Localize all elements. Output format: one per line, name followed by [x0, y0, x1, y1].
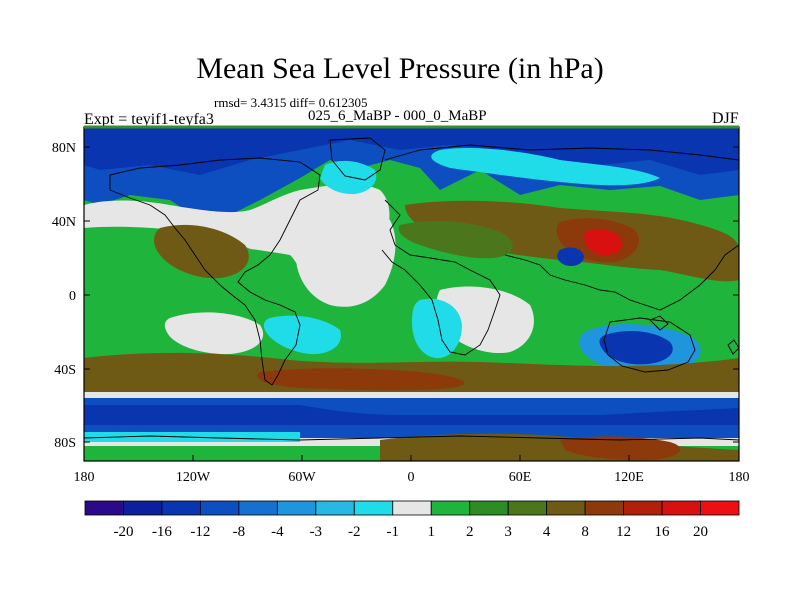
coast-greenland: [329, 137, 386, 181]
colorbar-swatch: [430, 500, 471, 516]
lon-label: 60W: [288, 470, 316, 485]
coastlines: [84, 137, 739, 441]
colorbar-swatch: [276, 500, 317, 516]
field-mediterranean: [398, 220, 513, 259]
coast-eurasia: [381, 144, 739, 356]
colorbar-label: -3: [310, 524, 323, 540]
lon-label: 60E: [509, 470, 532, 485]
colorbar-label: -8: [233, 524, 246, 540]
coast-island-1: [649, 315, 669, 331]
latitude-axis: 80N 40N 0 40S 80S: [52, 141, 739, 451]
lat-label: 0: [69, 289, 76, 304]
colorbar-swatch: [623, 500, 663, 516]
field-india-low: [557, 247, 584, 266]
colorbar-label: -12: [190, 524, 210, 540]
colorbar-swatch: [315, 500, 355, 516]
field-greenland-lightblue: [320, 160, 377, 195]
period-label: 025_6_MaBP - 000_0_MaBP: [308, 108, 487, 124]
field-south-america-neutral: [436, 286, 534, 354]
field-pacific-high: [154, 224, 249, 279]
field-antarctica-core: [560, 436, 681, 461]
colorbar-label: -1: [387, 524, 400, 540]
chart-title: Mean Sea Level Pressure (in hPa): [196, 52, 604, 85]
colorbar-swatch: [161, 500, 201, 516]
field-south-africa-lightblue: [412, 298, 462, 359]
colorbar-label: 2: [466, 524, 474, 540]
field-southern-ocean-core: [84, 405, 739, 425]
colorbar-label: -4: [271, 524, 284, 540]
lon-label: 0: [408, 470, 415, 485]
colorbar-swatch: [507, 500, 548, 516]
colorbar: -20 -16 -12 -8 -4 -3 -2 -1 1 2 3 4 8 12 16 20: [84, 500, 740, 540]
experiment-label: Expt = teyif1-teyfa3: [84, 111, 214, 128]
season-label: DJF: [712, 110, 739, 127]
colorbar-swatch: [200, 500, 240, 516]
colorbar-label: -20: [113, 524, 133, 540]
coast-antarctica: [84, 435, 739, 441]
field-atlantic-lightblue: [263, 315, 341, 355]
longitude-axis: 180 120W 60W 0 60E 120E 180: [74, 455, 750, 485]
field-southeast-pacific-neutral: [164, 312, 264, 355]
field-australia-low: [599, 330, 673, 365]
colorbar-swatch: [469, 500, 509, 516]
lat-label: 40S: [54, 363, 76, 378]
colorbar-label: -16: [152, 524, 172, 540]
colorbar-label: 4: [543, 524, 551, 540]
colorbar-label: 20: [693, 524, 708, 540]
colorbar-label: 1: [427, 524, 435, 540]
stats-text: rmsd= 3.4315 diff= 0.612305: [214, 95, 368, 110]
colorbar-swatch: [584, 500, 624, 516]
lat-label: 40N: [52, 215, 76, 230]
lon-label: 120W: [176, 470, 211, 485]
lon-label: 180: [74, 470, 95, 485]
colorbar-label: 8: [581, 524, 589, 540]
lat-label: 80S: [54, 436, 76, 451]
colorbar-label: 12: [616, 524, 631, 540]
lon-label: 120E: [614, 470, 644, 485]
colorbar-swatch: [123, 500, 163, 516]
coast-north-america: [109, 157, 321, 386]
colorbar-label: 3: [504, 524, 512, 540]
field-arctic-lightblue: [431, 148, 660, 186]
lon-label: 180: [729, 470, 750, 485]
colorbar-label: 16: [655, 524, 671, 540]
colorbar-swatch: [353, 500, 394, 516]
field-africa-neutral: [294, 203, 396, 307]
colorbar-swatch: [392, 500, 432, 516]
field-tibet-core: [584, 229, 623, 256]
field-southern-high-core: [257, 368, 465, 391]
colorbar-label: -2: [348, 524, 361, 540]
colorbar-swatch: [661, 500, 701, 516]
lat-label: 80N: [52, 141, 76, 156]
colorbar-swatch: [84, 500, 124, 516]
colorbar-swatch: [238, 500, 278, 516]
colorbar-swatch: [546, 500, 586, 516]
map-field: [84, 127, 739, 461]
colorbar-swatch: [700, 500, 740, 516]
field-arctic-dark: [84, 127, 739, 175]
coast-island-2: [727, 339, 739, 355]
